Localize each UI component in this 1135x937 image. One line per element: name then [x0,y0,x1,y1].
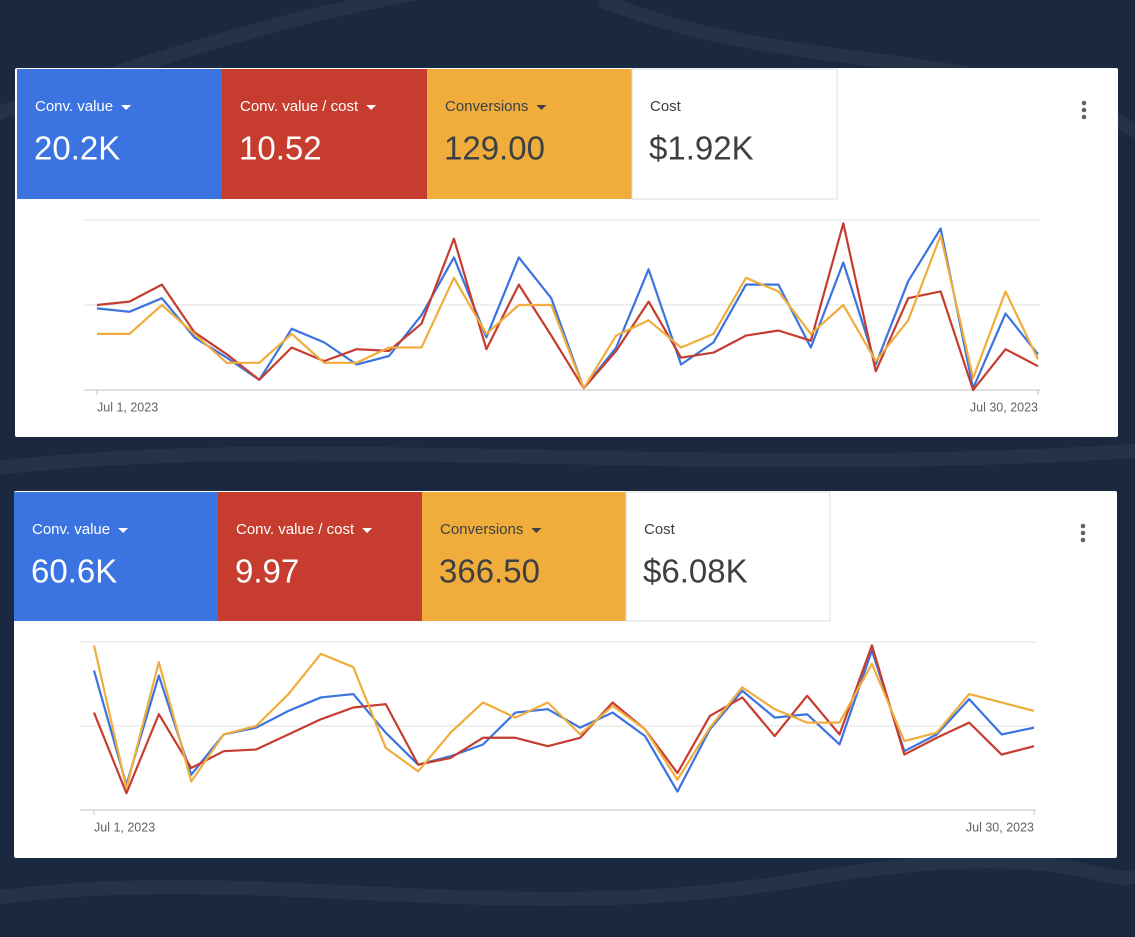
menu-dot[interactable] [1081,114,1087,120]
series-line [97,234,1039,390]
metric-tile[interactable] [625,491,831,622]
x-tick-label: Jul 30, 2023 [966,820,1034,834]
metric-tile[interactable] [422,492,626,621]
metric-tile[interactable] [427,69,632,199]
x-tick-label: Jul 30, 2023 [970,400,1038,414]
series-line [92,644,1035,795]
metric-value: 10.52 [239,130,322,167]
metric-tile[interactable] [14,492,218,621]
menu-dot[interactable] [1080,530,1086,536]
metric-label: Conv. value / cost [240,98,359,115]
menu-dot[interactable] [1081,100,1087,106]
metric-label: Conv. value [32,521,110,538]
metric-label: Conv. value [35,98,113,115]
metric-label: Cost [650,98,682,115]
dropdown-arrow[interactable] [366,105,377,110]
metric-value: $1.92K [649,130,754,167]
metric-label: Conversions [445,98,528,115]
dropdown-arrow[interactable] [118,528,129,533]
metric-tile[interactable] [17,69,222,199]
x-tick-label: Jul 1, 2023 [97,400,158,414]
menu-dot[interactable] [1080,523,1086,529]
x-tick-label: Jul 1, 2023 [94,820,155,834]
dropdown-arrow[interactable] [362,528,373,533]
metric-label: Conv. value / cost [236,521,355,538]
dropdown-arrow[interactable] [531,528,542,533]
series-line [92,645,1035,790]
dropdown-arrow[interactable] [536,105,547,110]
metric-value: 9.97 [235,553,299,590]
dropdown-arrow[interactable] [121,105,132,110]
metric-value: 60.6K [31,553,117,590]
menu-dot[interactable] [1081,107,1087,113]
series-line [96,222,1039,392]
metric-tile[interactable] [222,69,427,199]
metric-label: Cost [644,521,676,538]
metric-value: 129.00 [444,130,545,167]
metric-value: 366.50 [439,553,540,590]
metric-label: Conversions [440,521,523,538]
metric-tile[interactable] [218,492,422,621]
metric-value: 20.2K [34,130,120,167]
menu-dot[interactable] [1080,537,1086,543]
metric-value: $6.08K [643,553,748,590]
metric-tile[interactable] [631,68,838,200]
